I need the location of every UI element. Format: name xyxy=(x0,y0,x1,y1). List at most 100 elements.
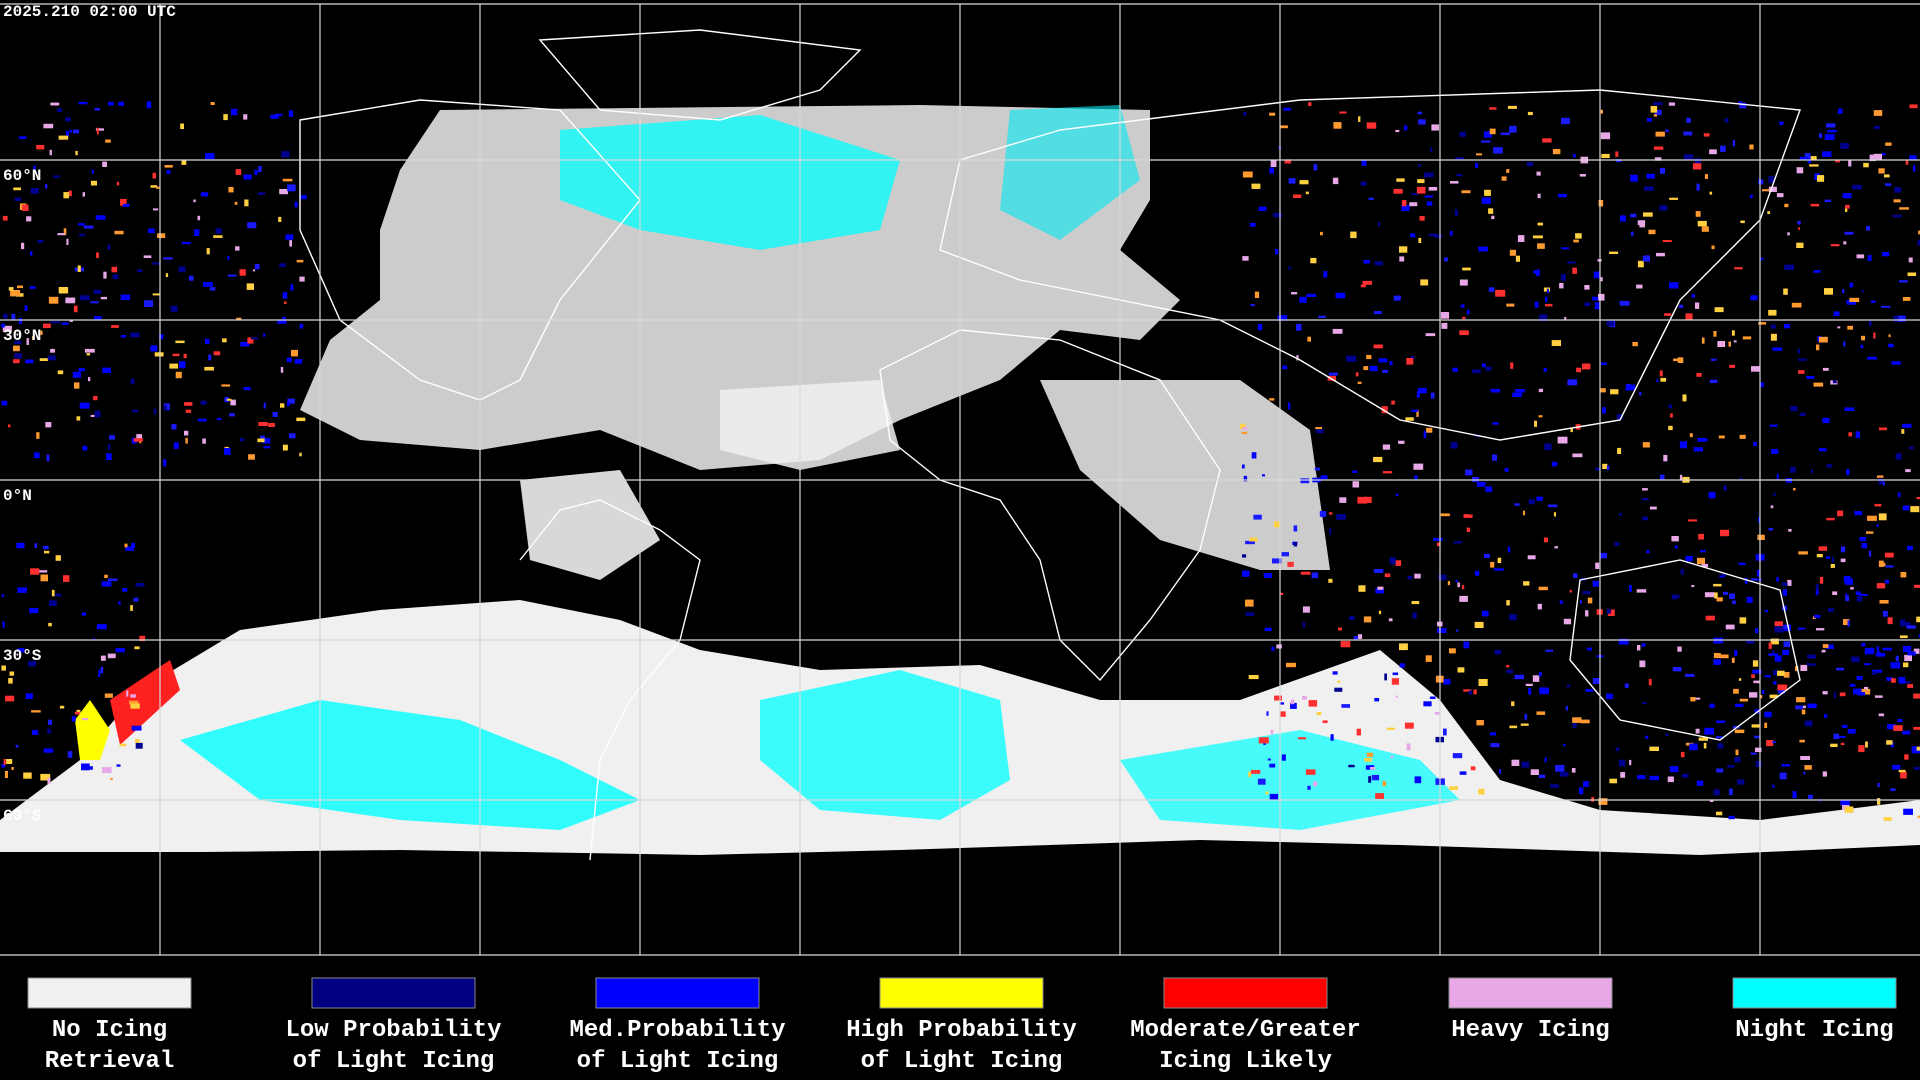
icing-speckle xyxy=(107,444,111,450)
icing-speckle xyxy=(1393,295,1401,301)
icing-speckle xyxy=(1777,690,1786,694)
icing-speckle xyxy=(63,575,70,582)
icing-speckle xyxy=(1416,410,1419,417)
icing-speckle xyxy=(1571,768,1576,773)
icing-speckle xyxy=(1428,187,1438,191)
icing-speckle xyxy=(1429,696,1436,699)
icing-speckle xyxy=(1585,689,1594,692)
icing-speckle xyxy=(1485,486,1493,492)
icing-speckle xyxy=(1444,257,1448,262)
icing-speckle xyxy=(1737,779,1745,785)
icing-speckle xyxy=(1582,363,1591,370)
icing-speckle xyxy=(1758,179,1764,185)
icing-speckle xyxy=(1601,153,1610,158)
icing-speckle xyxy=(1810,156,1817,160)
icing-speckle xyxy=(96,624,107,630)
icing-speckle xyxy=(122,588,128,592)
icing-speckle xyxy=(1816,628,1825,631)
icing-speckle xyxy=(78,368,85,372)
icing-speckle xyxy=(66,130,70,137)
icing-speckle xyxy=(1777,684,1788,691)
icing-speckle xyxy=(1713,583,1722,587)
icing-speckle xyxy=(4,771,8,778)
icing-speckle xyxy=(175,371,182,379)
legend-label: Icing Likely xyxy=(1159,1048,1332,1075)
icing-speckle xyxy=(1364,758,1372,762)
icing-speckle xyxy=(163,405,167,411)
icing-speckle xyxy=(1662,240,1672,242)
icing-speckle xyxy=(1888,343,1894,348)
icing-speckle xyxy=(133,597,139,602)
icing-speckle xyxy=(1593,271,1600,279)
icing-speckle xyxy=(1729,788,1733,796)
icing-speckle xyxy=(1762,189,1770,192)
latitude-labels: 60°N 30°N 0°N 30°S 60°S xyxy=(3,167,42,825)
icing-speckle xyxy=(1490,743,1500,748)
icing-speckle xyxy=(8,678,13,684)
icing-speckle xyxy=(1665,129,1669,132)
icing-speckle xyxy=(94,410,101,418)
icing-speckle xyxy=(30,251,33,256)
icing-speckle xyxy=(1512,392,1522,397)
icing-speckle xyxy=(146,101,152,109)
icing-speckle xyxy=(1644,186,1654,191)
icing-speckle xyxy=(1291,292,1298,295)
latitude-label: 30°N xyxy=(3,327,41,345)
icing-speckle xyxy=(1648,679,1652,686)
icing-speckle xyxy=(1774,621,1783,627)
icing-speckle xyxy=(1360,284,1366,288)
icing-speckle xyxy=(1770,333,1777,341)
icing-speckle xyxy=(1734,267,1743,270)
icing-speckle xyxy=(274,113,283,116)
icing-speckle xyxy=(1807,703,1817,709)
icing-speckle xyxy=(1883,817,1892,821)
icing-speckle xyxy=(1696,183,1700,191)
icing-speckle xyxy=(73,129,80,134)
icing-speckle xyxy=(170,305,178,312)
icing-speckle xyxy=(1293,541,1298,547)
icing-speckle xyxy=(1320,475,1328,480)
icing-speckle xyxy=(1563,744,1566,747)
icing-speckle xyxy=(1466,527,1470,532)
icing-speckle xyxy=(1704,727,1714,735)
icing-speckle xyxy=(1844,407,1855,411)
icing-speckle xyxy=(1810,203,1820,207)
icing-speckle xyxy=(34,543,37,548)
icing-speckle xyxy=(1382,781,1387,787)
icing-speckle xyxy=(1826,123,1836,128)
icing-speckle xyxy=(1248,675,1259,680)
icing-speckle xyxy=(1494,649,1502,655)
icing-speckle xyxy=(88,377,91,382)
icing-speckle xyxy=(1798,551,1808,555)
icing-speckle xyxy=(1520,723,1529,726)
icing-speckle xyxy=(1679,441,1687,449)
icing-speckle xyxy=(59,705,65,709)
icing-speckle xyxy=(288,110,294,117)
icing-speckle xyxy=(10,290,21,297)
icing-speckle xyxy=(1462,316,1466,320)
icing-speckle xyxy=(1553,512,1556,517)
icing-speckle xyxy=(1691,294,1695,298)
icing-speckle xyxy=(18,317,22,324)
icing-speckle xyxy=(124,543,128,548)
icing-speckle xyxy=(1757,534,1765,540)
icing-speckle xyxy=(50,321,61,324)
icing-speckle xyxy=(1782,649,1790,656)
icing-speckle xyxy=(1450,442,1458,449)
legend-label: Night Icing xyxy=(1735,1017,1893,1044)
icing-speckle xyxy=(1720,145,1726,152)
icing-speckle xyxy=(83,225,94,229)
icing-speckle xyxy=(1407,576,1413,580)
icing-speckle xyxy=(1538,671,1542,677)
icing-speckle xyxy=(120,294,131,301)
icing-speckle xyxy=(102,367,111,373)
icing-speckle xyxy=(1689,433,1693,438)
icing-speckle xyxy=(1738,562,1746,565)
legend-label: of Light Icing xyxy=(861,1048,1063,1075)
icing-speckle xyxy=(25,693,33,700)
icing-speckle xyxy=(1382,471,1393,474)
icing-speckle xyxy=(1544,296,1548,303)
icing-speckle xyxy=(1280,592,1284,595)
icing-speckle xyxy=(1818,336,1828,343)
icing-speckle xyxy=(1369,365,1378,372)
